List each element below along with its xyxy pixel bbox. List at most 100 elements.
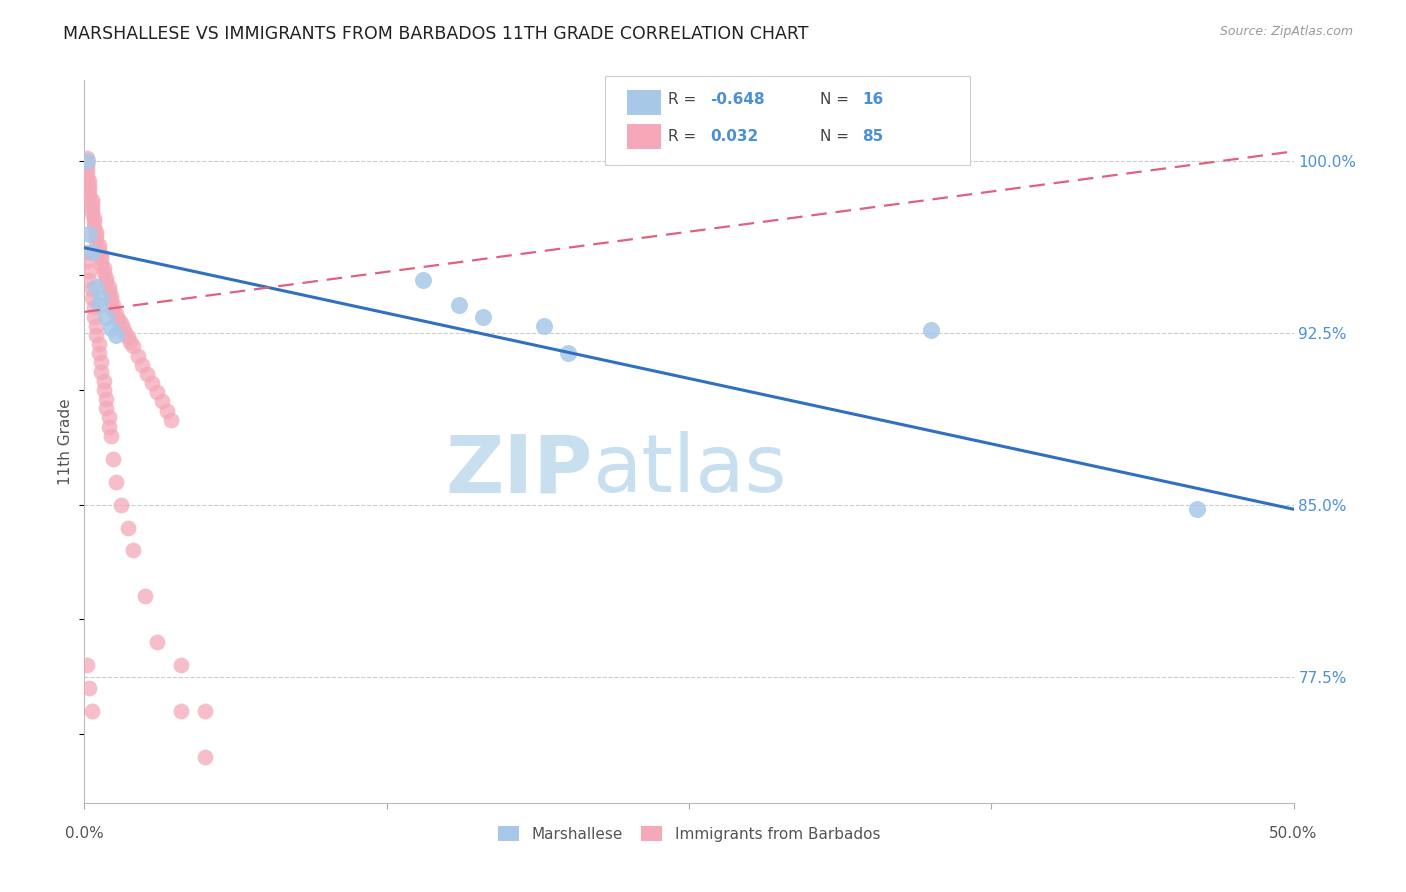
Text: R =: R = (668, 93, 702, 107)
Point (80, 291, 103, 305)
Point (110, 317, 132, 331)
Point (77, 178, 100, 193)
Point (94, 275, 117, 289)
Point (76, 165, 98, 179)
Point (77, 227, 100, 241)
Point (86, 225, 108, 239)
Point (131, 358, 153, 372)
Point (104, 307, 127, 321)
Point (97, 279, 120, 293)
Point (93, 374, 115, 388)
Point (87, 298, 110, 312)
Point (83, 310, 105, 324)
Point (146, 385, 169, 400)
Point (136, 367, 159, 381)
Text: ZIP: ZIP (444, 432, 592, 509)
Text: N =: N = (820, 129, 853, 144)
Text: Source: ZipAtlas.com: Source: ZipAtlas.com (1219, 25, 1353, 38)
Point (77, 273, 100, 287)
Point (90, 252, 112, 267)
Text: atlas: atlas (592, 432, 786, 509)
Point (90, 355, 112, 369)
Point (97, 419, 120, 434)
Point (86, 234, 108, 248)
Point (103, 451, 125, 466)
Legend: Marshallese, Immigrants from Barbados: Marshallese, Immigrants from Barbados (491, 819, 887, 849)
Point (170, 704, 193, 718)
Point (76, 151, 98, 165)
Text: 0.0%: 0.0% (65, 826, 104, 841)
Point (80, 245, 103, 260)
Point (150, 394, 173, 409)
Point (160, 413, 183, 427)
Point (80, 193, 103, 207)
Text: 85: 85 (862, 129, 883, 144)
Point (93, 261, 115, 276)
Point (121, 339, 143, 353)
Point (107, 311, 129, 326)
Point (77, 183, 100, 197)
Point (100, 429, 122, 443)
Point (87, 238, 110, 252)
Text: -0.648: -0.648 (710, 93, 765, 107)
Text: MARSHALLESE VS IMMIGRANTS FROM BARBADOS 11TH GRADE CORRELATION CHART: MARSHALLESE VS IMMIGRANTS FROM BARBADOS … (63, 25, 808, 43)
Text: 0.032: 0.032 (710, 129, 758, 144)
Point (194, 704, 217, 718)
Point (87, 346, 110, 360)
Point (83, 220, 105, 235)
Point (97, 410, 120, 425)
Point (103, 302, 125, 317)
Point (76, 153, 98, 168)
Point (76, 156, 98, 170)
Point (134, 590, 156, 604)
Point (920, 323, 942, 337)
Point (90, 257, 112, 271)
Point (100, 321, 122, 335)
Point (76, 245, 98, 260)
Point (76, 254, 98, 268)
Y-axis label: 11th Grade: 11th Grade (58, 398, 73, 485)
Point (80, 282, 103, 296)
Point (94, 392, 117, 406)
Point (114, 326, 136, 340)
Point (1185, 502, 1208, 516)
Point (100, 289, 122, 303)
Text: R =: R = (668, 129, 702, 144)
Point (120, 334, 142, 349)
Point (141, 376, 163, 390)
Point (104, 327, 127, 342)
Point (93, 383, 115, 397)
Point (533, 318, 555, 333)
Point (86, 318, 108, 333)
Point (127, 349, 149, 363)
Point (104, 475, 127, 489)
Point (83, 211, 105, 225)
Point (80, 704, 103, 718)
Point (77, 174, 100, 188)
Point (100, 293, 122, 308)
Point (97, 285, 120, 299)
Point (90, 247, 112, 261)
Point (76, 161, 98, 175)
Text: 16: 16 (862, 93, 883, 107)
Point (86, 279, 108, 293)
Point (449, 298, 471, 312)
Point (87, 243, 110, 257)
Point (90, 291, 112, 305)
Point (472, 310, 495, 324)
Point (94, 270, 117, 285)
Point (76, 658, 98, 673)
Text: N =: N = (820, 93, 853, 107)
Point (194, 750, 217, 764)
Point (77, 681, 100, 695)
Point (412, 273, 434, 287)
Point (90, 365, 112, 379)
Point (146, 635, 169, 649)
Point (94, 401, 117, 416)
Point (77, 263, 100, 277)
Point (87, 337, 110, 351)
Point (170, 658, 193, 673)
Point (117, 520, 139, 534)
Text: 50.0%: 50.0% (1270, 826, 1317, 841)
Point (83, 215, 105, 229)
